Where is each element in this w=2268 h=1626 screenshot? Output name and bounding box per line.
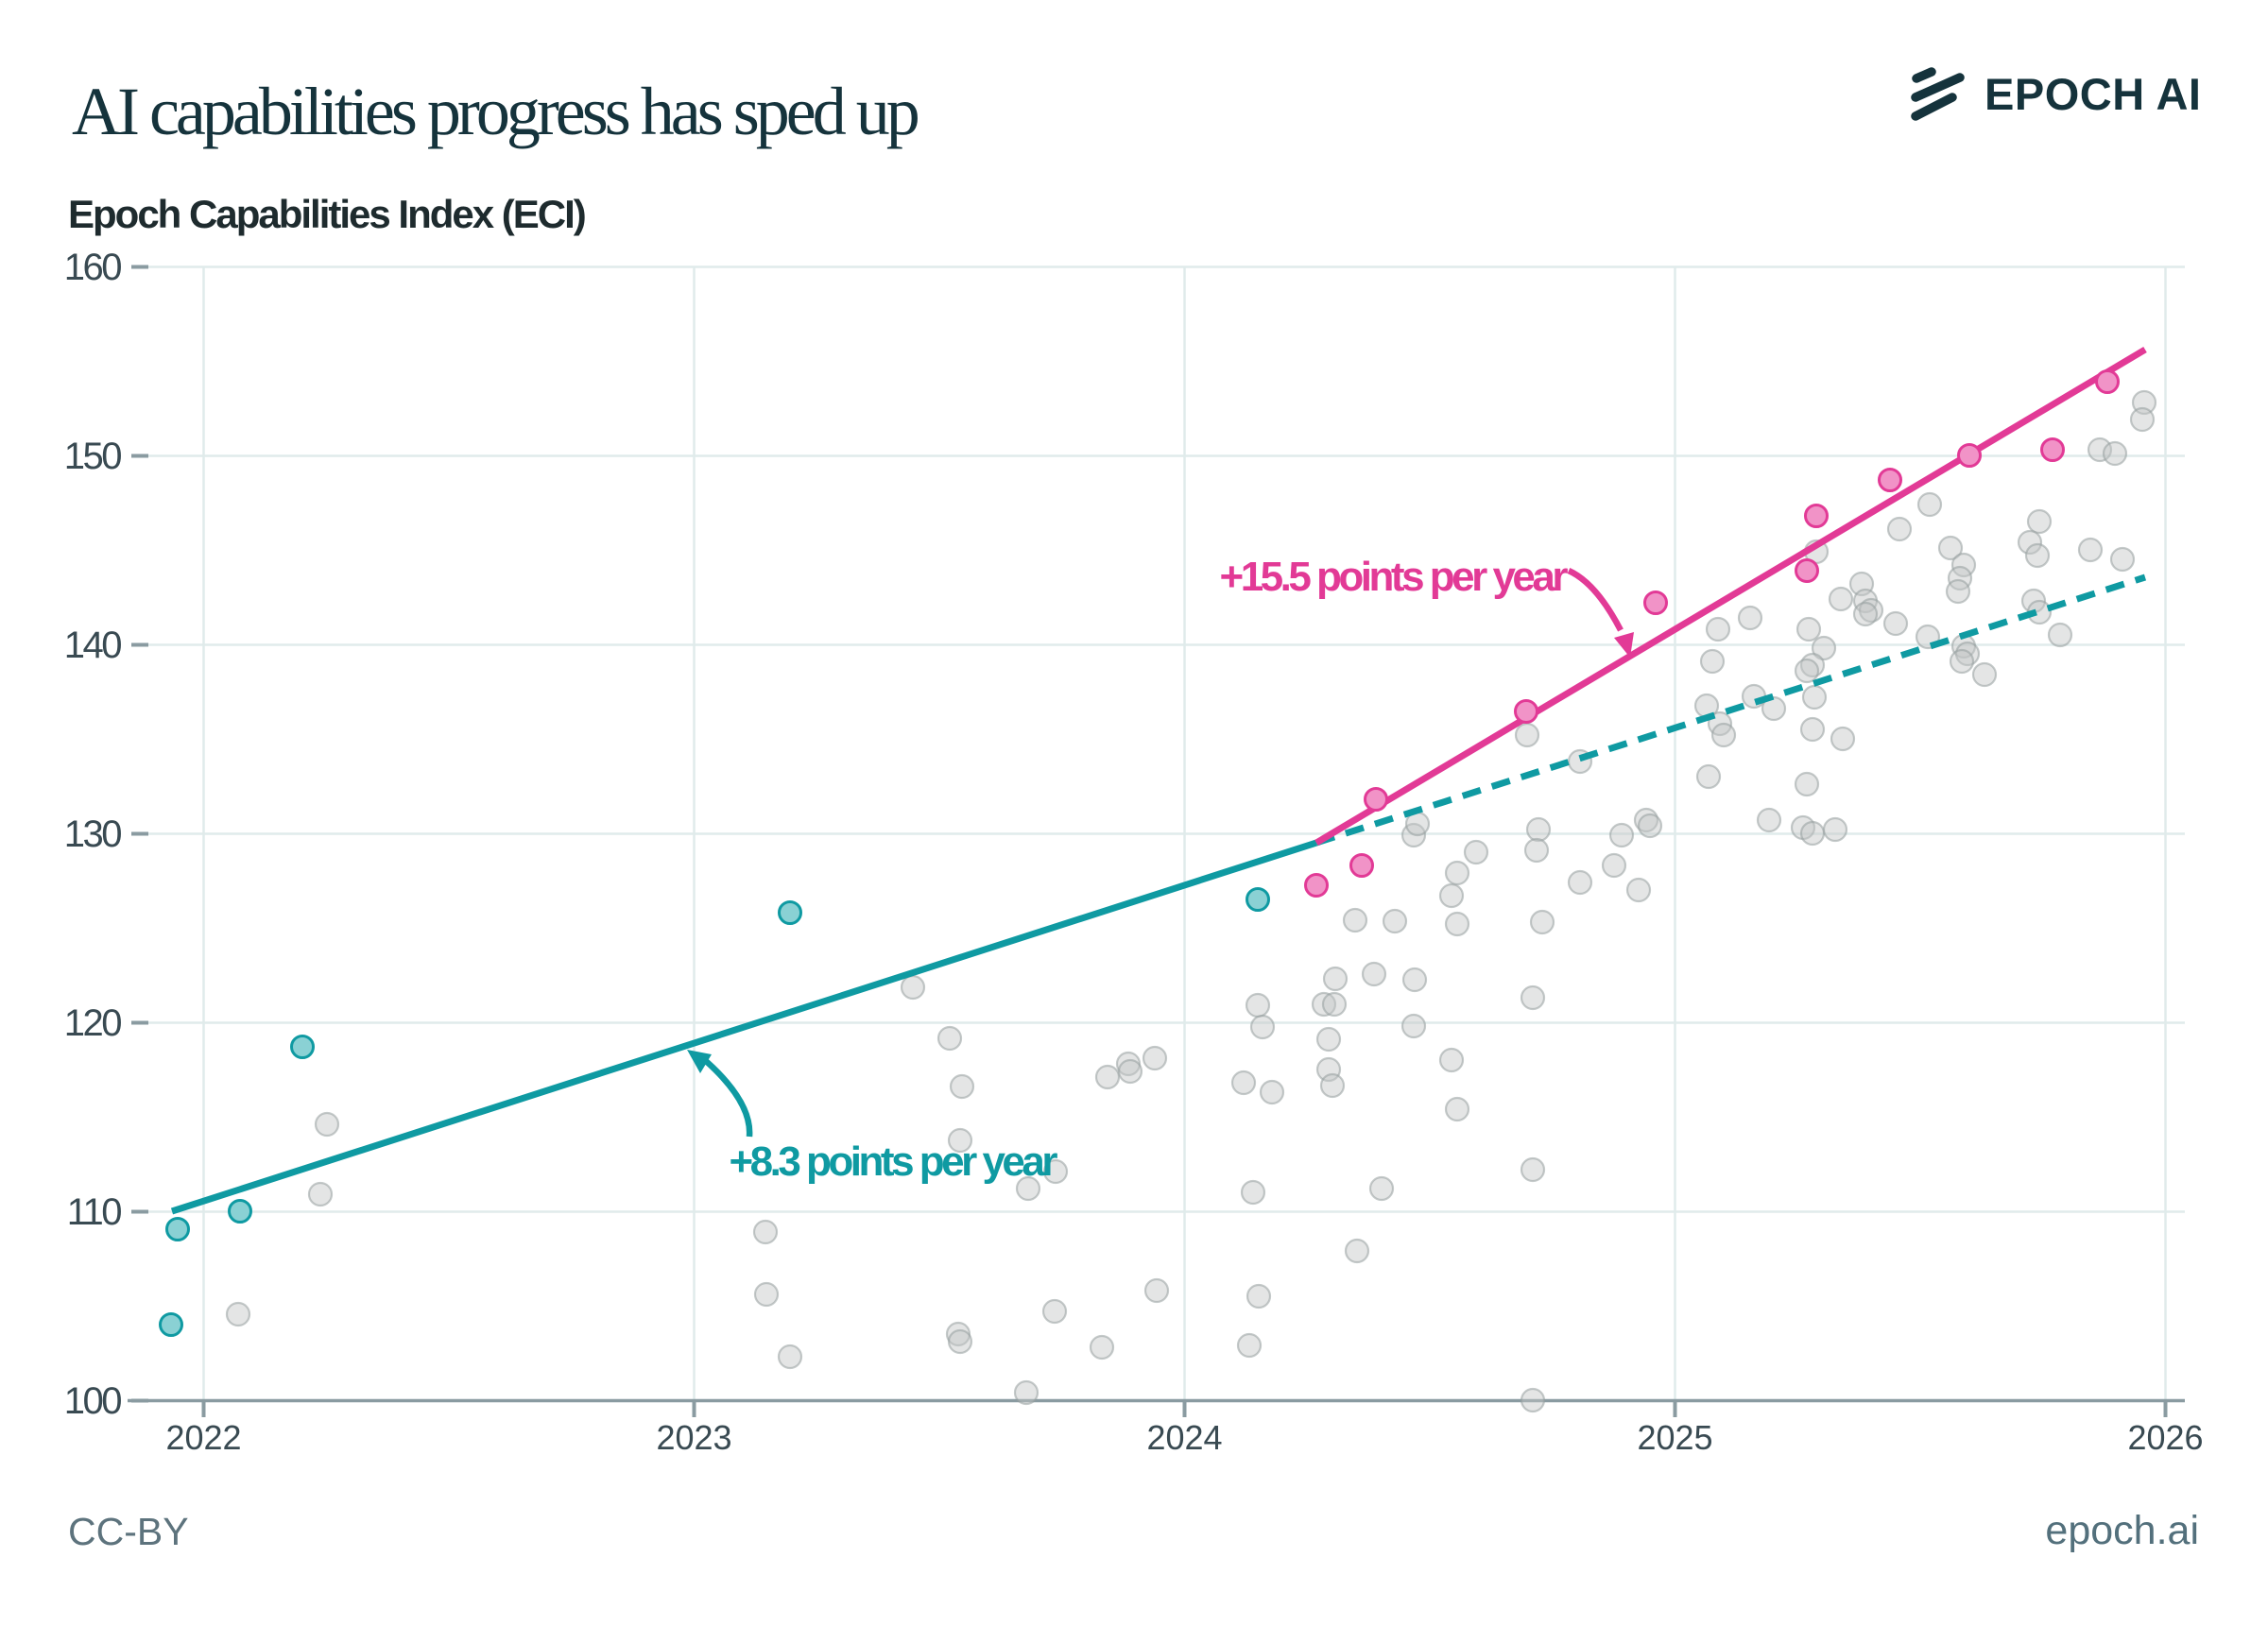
svg-text:2022: 2022 xyxy=(165,1418,241,1457)
svg-text:150: 150 xyxy=(64,436,121,477)
svg-text:120: 120 xyxy=(64,1002,121,1044)
svg-text:CC-BY: CC-BY xyxy=(68,1510,189,1553)
svg-text:2024: 2024 xyxy=(1146,1418,1222,1457)
svg-text:100: 100 xyxy=(64,1380,121,1422)
svg-text:+8.3 points per year: +8.3 points per year xyxy=(729,1138,1057,1185)
svg-text:+15.5 points per year: +15.5 points per year xyxy=(1220,554,1569,600)
svg-text:Epoch Capabilities Index (ECI): Epoch Capabilities Index (ECI) xyxy=(68,192,585,236)
svg-text:130: 130 xyxy=(64,813,121,855)
svg-text:AI capabilities progress has s: AI capabilities progress has sped up xyxy=(72,74,919,149)
svg-text:EPOCH AI: EPOCH AI xyxy=(1984,69,2201,119)
svg-text:110: 110 xyxy=(67,1191,122,1233)
svg-text:160: 160 xyxy=(64,247,121,288)
svg-text:140: 140 xyxy=(64,625,121,666)
svg-text:2023: 2023 xyxy=(656,1418,731,1457)
svg-text:2025: 2025 xyxy=(1637,1418,1712,1457)
svg-text:2026: 2026 xyxy=(2127,1418,2203,1457)
svg-text:epoch.ai: epoch.ai xyxy=(2045,1508,2199,1553)
